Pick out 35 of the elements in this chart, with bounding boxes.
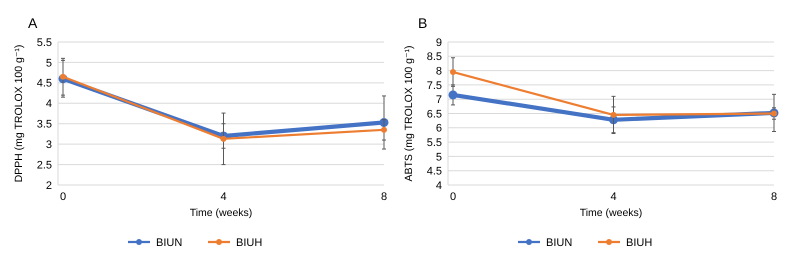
y-tick-label: 4.5 <box>36 78 52 90</box>
y-tick-label: 9 <box>436 36 442 49</box>
y-tick-label: 8.5 <box>426 51 442 64</box>
y-tick-label: 4.5 <box>426 166 442 178</box>
y-tick-label: 5 <box>46 57 52 70</box>
x-tick-label: 8 <box>770 191 778 203</box>
y-tick-label: 6 <box>436 122 442 135</box>
x-tick-label: 8 <box>380 191 388 203</box>
legend-label: BIUH <box>236 236 262 249</box>
y-tick-label: 3.5 <box>36 118 52 131</box>
x-tick-label: 0 <box>450 191 456 203</box>
x-tick-label: 4 <box>610 191 617 203</box>
y-tick-label: 6.5 <box>426 108 442 120</box>
y-tick-label: 4 <box>436 180 442 192</box>
legend-label: BIUN <box>546 236 572 249</box>
chart-title: A <box>28 15 38 31</box>
y-axis-title: DPPH (mg TROLOX 100 g⁻¹) <box>13 44 25 182</box>
y-tick-label: 5.5 <box>36 36 52 49</box>
y-tick-label: 4 <box>46 98 52 110</box>
y-tick-label: 3 <box>46 138 52 151</box>
y-tick-label: 2 <box>46 180 52 192</box>
chart-title: B <box>418 15 428 31</box>
y-tick-label: 7.5 <box>426 80 442 92</box>
y-axis-title: ABTS (mg TROLOX 100 g⁻¹) <box>403 45 415 182</box>
y-tick-label: 8 <box>436 65 442 78</box>
y-tick-label: 2.5 <box>36 159 52 172</box>
x-tick-label: 4 <box>220 191 227 203</box>
x-axis-title: Time (weeks) <box>580 207 642 219</box>
y-tick-label: 7 <box>436 94 442 106</box>
y-tick-label: 5 <box>436 151 442 164</box>
y-tick-label: 5.5 <box>426 136 442 149</box>
legend-label: BIUN <box>156 236 182 249</box>
legend-label: BIUH <box>626 236 652 249</box>
x-axis-title: Time (weeks) <box>190 207 252 219</box>
x-tick-label: 0 <box>60 191 66 203</box>
